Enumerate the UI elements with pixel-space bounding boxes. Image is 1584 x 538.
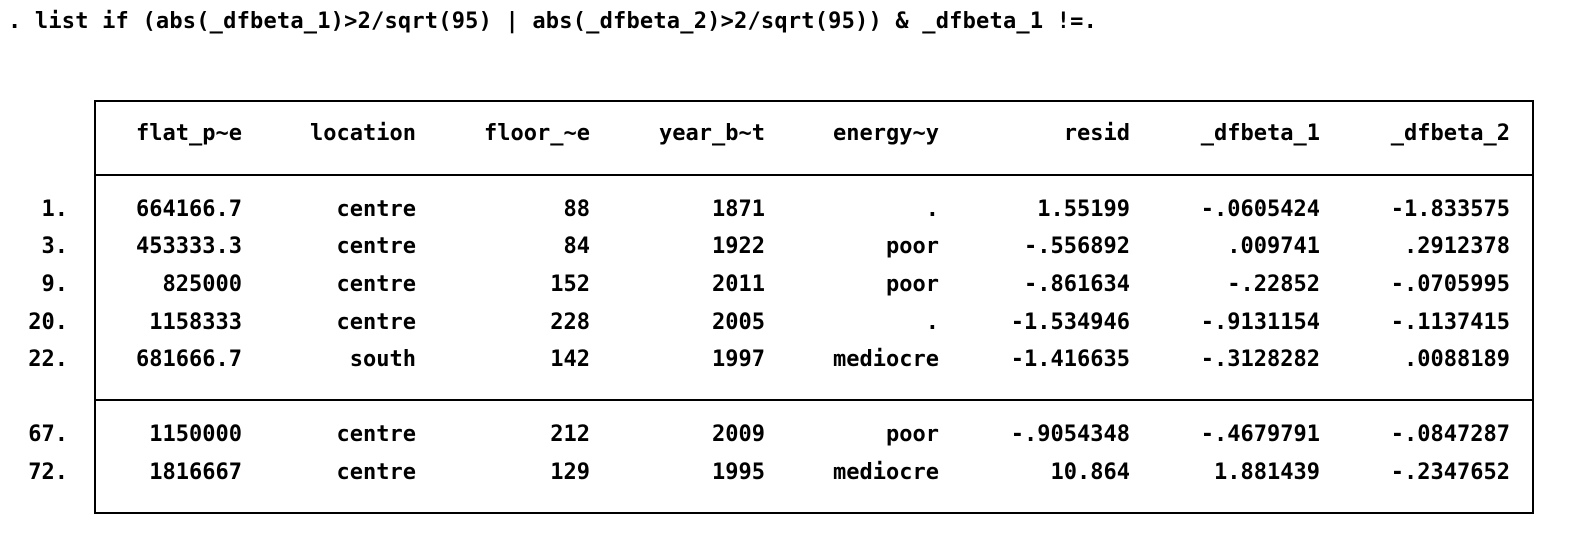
table-cell-dfbeta-2: -.0705995	[1390, 272, 1510, 297]
table-cell-resid: -1.416635	[1010, 347, 1130, 372]
table-cell-year-built: 1997	[712, 347, 765, 372]
table-cell-energy-efficiency: poor	[886, 272, 939, 297]
table-cell-flat-price: 825000	[162, 272, 242, 297]
table-cell-resid: -.556892	[1024, 234, 1130, 259]
table-cell-flat-price: 1150000	[149, 422, 242, 447]
table-cell-dfbeta-1: .009741	[1227, 234, 1320, 259]
column-header-energy-efficiency: energy~y	[833, 121, 939, 146]
table-cell-resid: 10.864	[1050, 460, 1130, 485]
row-number: 72.	[28, 460, 68, 485]
table-cell-year-built: 2011	[712, 272, 765, 297]
row-number: 3.	[41, 234, 69, 259]
column-header-dfbeta-2: _dfbeta_2	[1390, 121, 1510, 146]
table-cell-floor-size: 152	[550, 272, 590, 297]
table-cell-year-built: 1995	[712, 460, 765, 485]
table-cell-dfbeta-1: 1.881439	[1214, 460, 1320, 485]
table-cell-dfbeta-1: -.9131154	[1200, 310, 1320, 335]
table-cell-flat-price: 664166.7	[136, 197, 242, 222]
table-cell-dfbeta-1: -.3128282	[1200, 347, 1320, 372]
table-cell-energy-efficiency: mediocre	[833, 347, 939, 372]
table-cell-dfbeta-1: -.22852	[1227, 272, 1320, 297]
table-cell-flat-price: 453333.3	[136, 234, 242, 259]
table-cell-location: centre	[336, 197, 416, 222]
table-cell-floor-size: 212	[550, 422, 590, 447]
column-header-flat-price: flat_p~e	[136, 121, 242, 146]
table-cell-floor-size: 228	[550, 310, 590, 335]
table-cell-energy-efficiency: poor	[886, 422, 939, 447]
row-number: 20.	[28, 310, 68, 335]
table-cell-flat-price: 1816667	[149, 460, 242, 485]
table-cell-resid: 1.55199	[1037, 197, 1130, 222]
row-number: 1.	[41, 197, 69, 222]
column-header-dfbeta-1: _dfbeta_1	[1200, 121, 1320, 146]
table-cell-dfbeta-1: -.0605424	[1200, 197, 1320, 222]
table-cell-flat-price: 681666.7	[136, 347, 242, 372]
table-cell-location: centre	[336, 272, 416, 297]
column-header-resid: resid	[1063, 121, 1130, 146]
table-cell-location: south	[349, 347, 416, 372]
results-table-frame	[94, 100, 1534, 514]
table-cell-dfbeta-2: -.2347652	[1390, 460, 1510, 485]
table-cell-location: centre	[336, 310, 416, 335]
table-cell-dfbeta-2: -.0847287	[1390, 422, 1510, 447]
table-cell-energy-efficiency: .	[925, 310, 939, 335]
table-cell-energy-efficiency: mediocre	[833, 460, 939, 485]
table-cell-location: centre	[336, 422, 416, 447]
table-cell-location: centre	[336, 460, 416, 485]
column-header-year-built: year_b~t	[659, 121, 765, 146]
table-cell-energy-efficiency: poor	[886, 234, 939, 259]
table-cell-energy-efficiency: .	[925, 197, 939, 222]
table-cell-dfbeta-1: -.4679791	[1200, 422, 1320, 447]
row-number: 9.	[41, 272, 69, 297]
table-cell-dfbeta-2: -1.833575	[1390, 197, 1510, 222]
row-number: 22.	[28, 347, 68, 372]
table-cell-resid: -.9054348	[1010, 422, 1130, 447]
table-cell-dfbeta-2: .2912378	[1404, 234, 1510, 259]
table-cell-resid: -1.534946	[1010, 310, 1130, 335]
table-cell-dfbeta-2: .0088189	[1404, 347, 1510, 372]
table-cell-floor-size: 84	[563, 234, 591, 259]
table-cell-year-built: 1871	[712, 197, 765, 222]
column-header-location: location	[310, 121, 416, 146]
table-cell-year-built: 2005	[712, 310, 765, 335]
table-cell-floor-size: 142	[550, 347, 590, 372]
table-cell-flat-price: 1158333	[149, 310, 242, 335]
row-number: 67.	[28, 422, 68, 447]
table-cell-location: centre	[336, 234, 416, 259]
stata-command-line: . list if (abs(_dfbeta_1)>2/sqrt(95) | a…	[8, 9, 1098, 34]
table-cell-floor-size: 129	[550, 460, 590, 485]
column-header-floor-size: floor_~e	[484, 121, 590, 146]
table-cell-resid: -.861634	[1024, 272, 1130, 297]
table-cell-year-built: 2009	[712, 422, 765, 447]
header-separator	[94, 174, 1534, 176]
table-cell-year-built: 1922	[712, 234, 765, 259]
group-separator	[94, 399, 1534, 401]
table-cell-dfbeta-2: -.1137415	[1390, 310, 1510, 335]
table-cell-floor-size: 88	[563, 197, 591, 222]
